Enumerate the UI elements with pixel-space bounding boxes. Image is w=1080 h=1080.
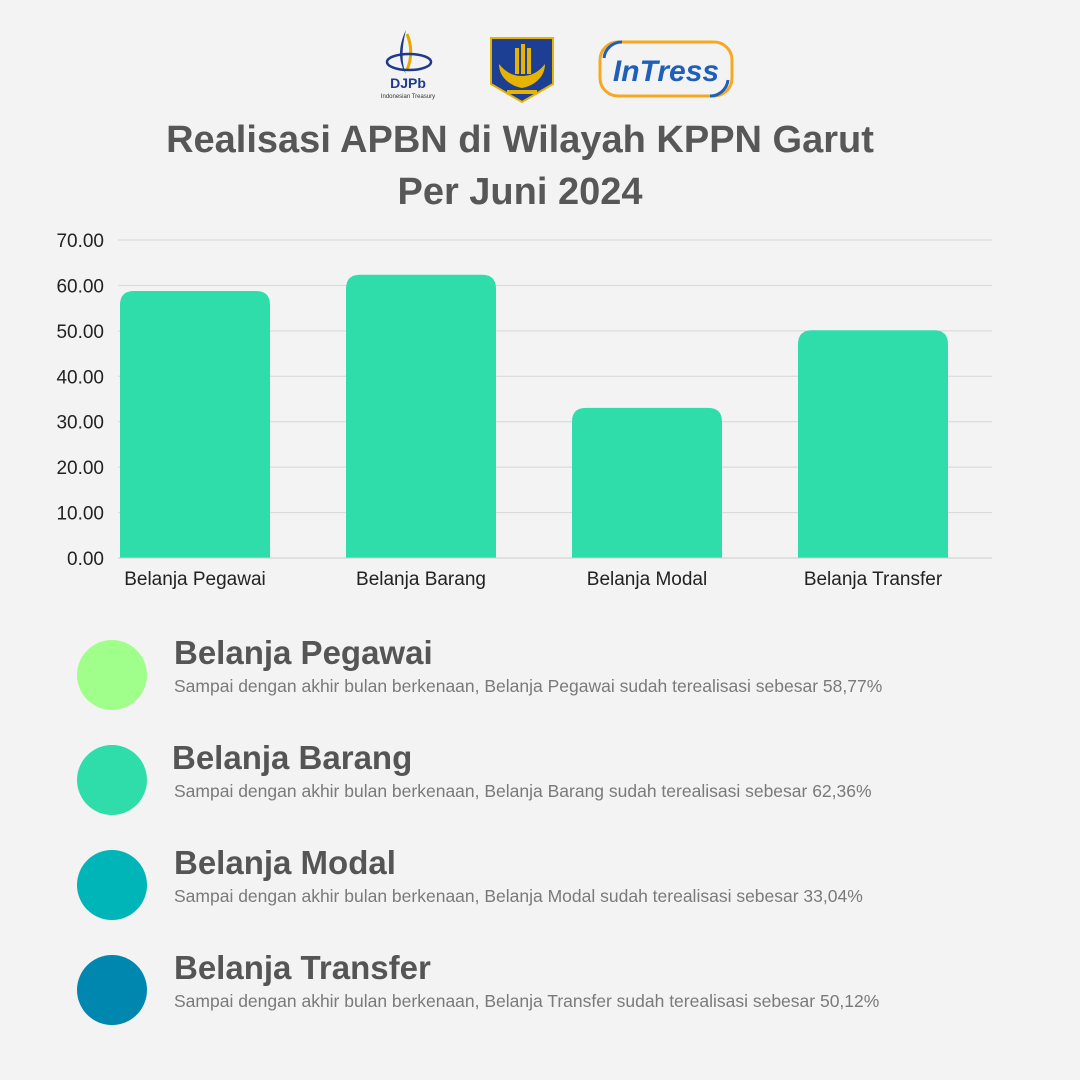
intress-logo: InTress xyxy=(598,40,734,98)
title-line-1: Realisasi APBN di Wilayah KPPN Garut xyxy=(166,119,874,161)
legend-name-transfer: Belanja Transfer xyxy=(174,949,431,986)
y-tick-label: 30.00 xyxy=(56,413,104,434)
bar-belanja-modal xyxy=(572,407,722,558)
legend-name-modal: Belanja Modal xyxy=(174,844,396,881)
djpb-logo: DJPb Indonesian Treasury xyxy=(381,30,435,100)
y-tick-label: 20.00 xyxy=(56,458,104,479)
y-tick-label: 40.00 xyxy=(56,367,104,388)
title-line-2: Per Juni 2024 xyxy=(397,171,643,213)
djpb-logo-text: DJPb xyxy=(390,75,426,91)
bar-belanja-barang xyxy=(346,274,496,558)
y-tick-label: 10.00 xyxy=(56,504,104,525)
page-title: Realisasi APBN di Wilayah KPPN Garut Per… xyxy=(0,114,1040,218)
legend-dot-pegawai xyxy=(77,640,147,710)
kemenkeu-emblem xyxy=(490,37,554,104)
djpb-logo-subtext: Indonesian Treasury xyxy=(381,94,435,100)
intress-logo-text: InTress xyxy=(613,55,719,88)
legend-item-barang: Belanja Barang Sampai dengan akhir bulan… xyxy=(0,739,1080,835)
y-tick-label: 0.00 xyxy=(67,549,104,570)
x-tick-label: Belanja Transfer xyxy=(804,569,943,590)
y-tick-label: 50.00 xyxy=(56,322,104,343)
bar-belanja-transfer xyxy=(798,330,948,558)
bar-belanja-pegawai xyxy=(120,291,270,558)
legend-desc-modal: Sampai dengan akhir bulan berkenaan, Bel… xyxy=(174,886,863,906)
legend-name-pegawai: Belanja Pegawai xyxy=(174,634,433,671)
logo-bar: DJPb Indonesian Treasury InTress xyxy=(0,28,1080,104)
legend-desc-transfer: Sampai dengan akhir bulan berkenaan, Bel… xyxy=(174,991,880,1011)
y-tick-label: 60.00 xyxy=(56,276,104,297)
legend-dot-modal xyxy=(77,850,147,920)
x-tick-label: Belanja Pegawai xyxy=(124,569,266,590)
legend-item-transfer: Belanja Transfer Sampai dengan akhir bul… xyxy=(0,949,1080,1045)
legend-item-modal: Belanja Modal Sampai dengan akhir bulan … xyxy=(0,844,1080,940)
legend-dot-barang xyxy=(77,745,147,815)
bar-chart: 0.00 10.00 20.00 30.00 40.00 50.00 60.00 70.00 B… xyxy=(56,231,992,590)
x-tick-label: Belanja Barang xyxy=(356,569,486,590)
x-tick-label: Belanja Modal xyxy=(587,569,707,590)
legend-desc-barang: Sampai dengan akhir bulan berkenaan, Bel… xyxy=(174,781,872,801)
legend-item-pegawai: Belanja Pegawai Sampai dengan akhir bula… xyxy=(0,634,1080,730)
legend-name-barang: Belanja Barang xyxy=(172,739,413,776)
y-tick-label: 70.00 xyxy=(56,231,104,252)
legend-desc-pegawai: Sampai dengan akhir bulan berkenaan, Bel… xyxy=(174,676,883,696)
legend-dot-transfer xyxy=(77,955,147,1025)
